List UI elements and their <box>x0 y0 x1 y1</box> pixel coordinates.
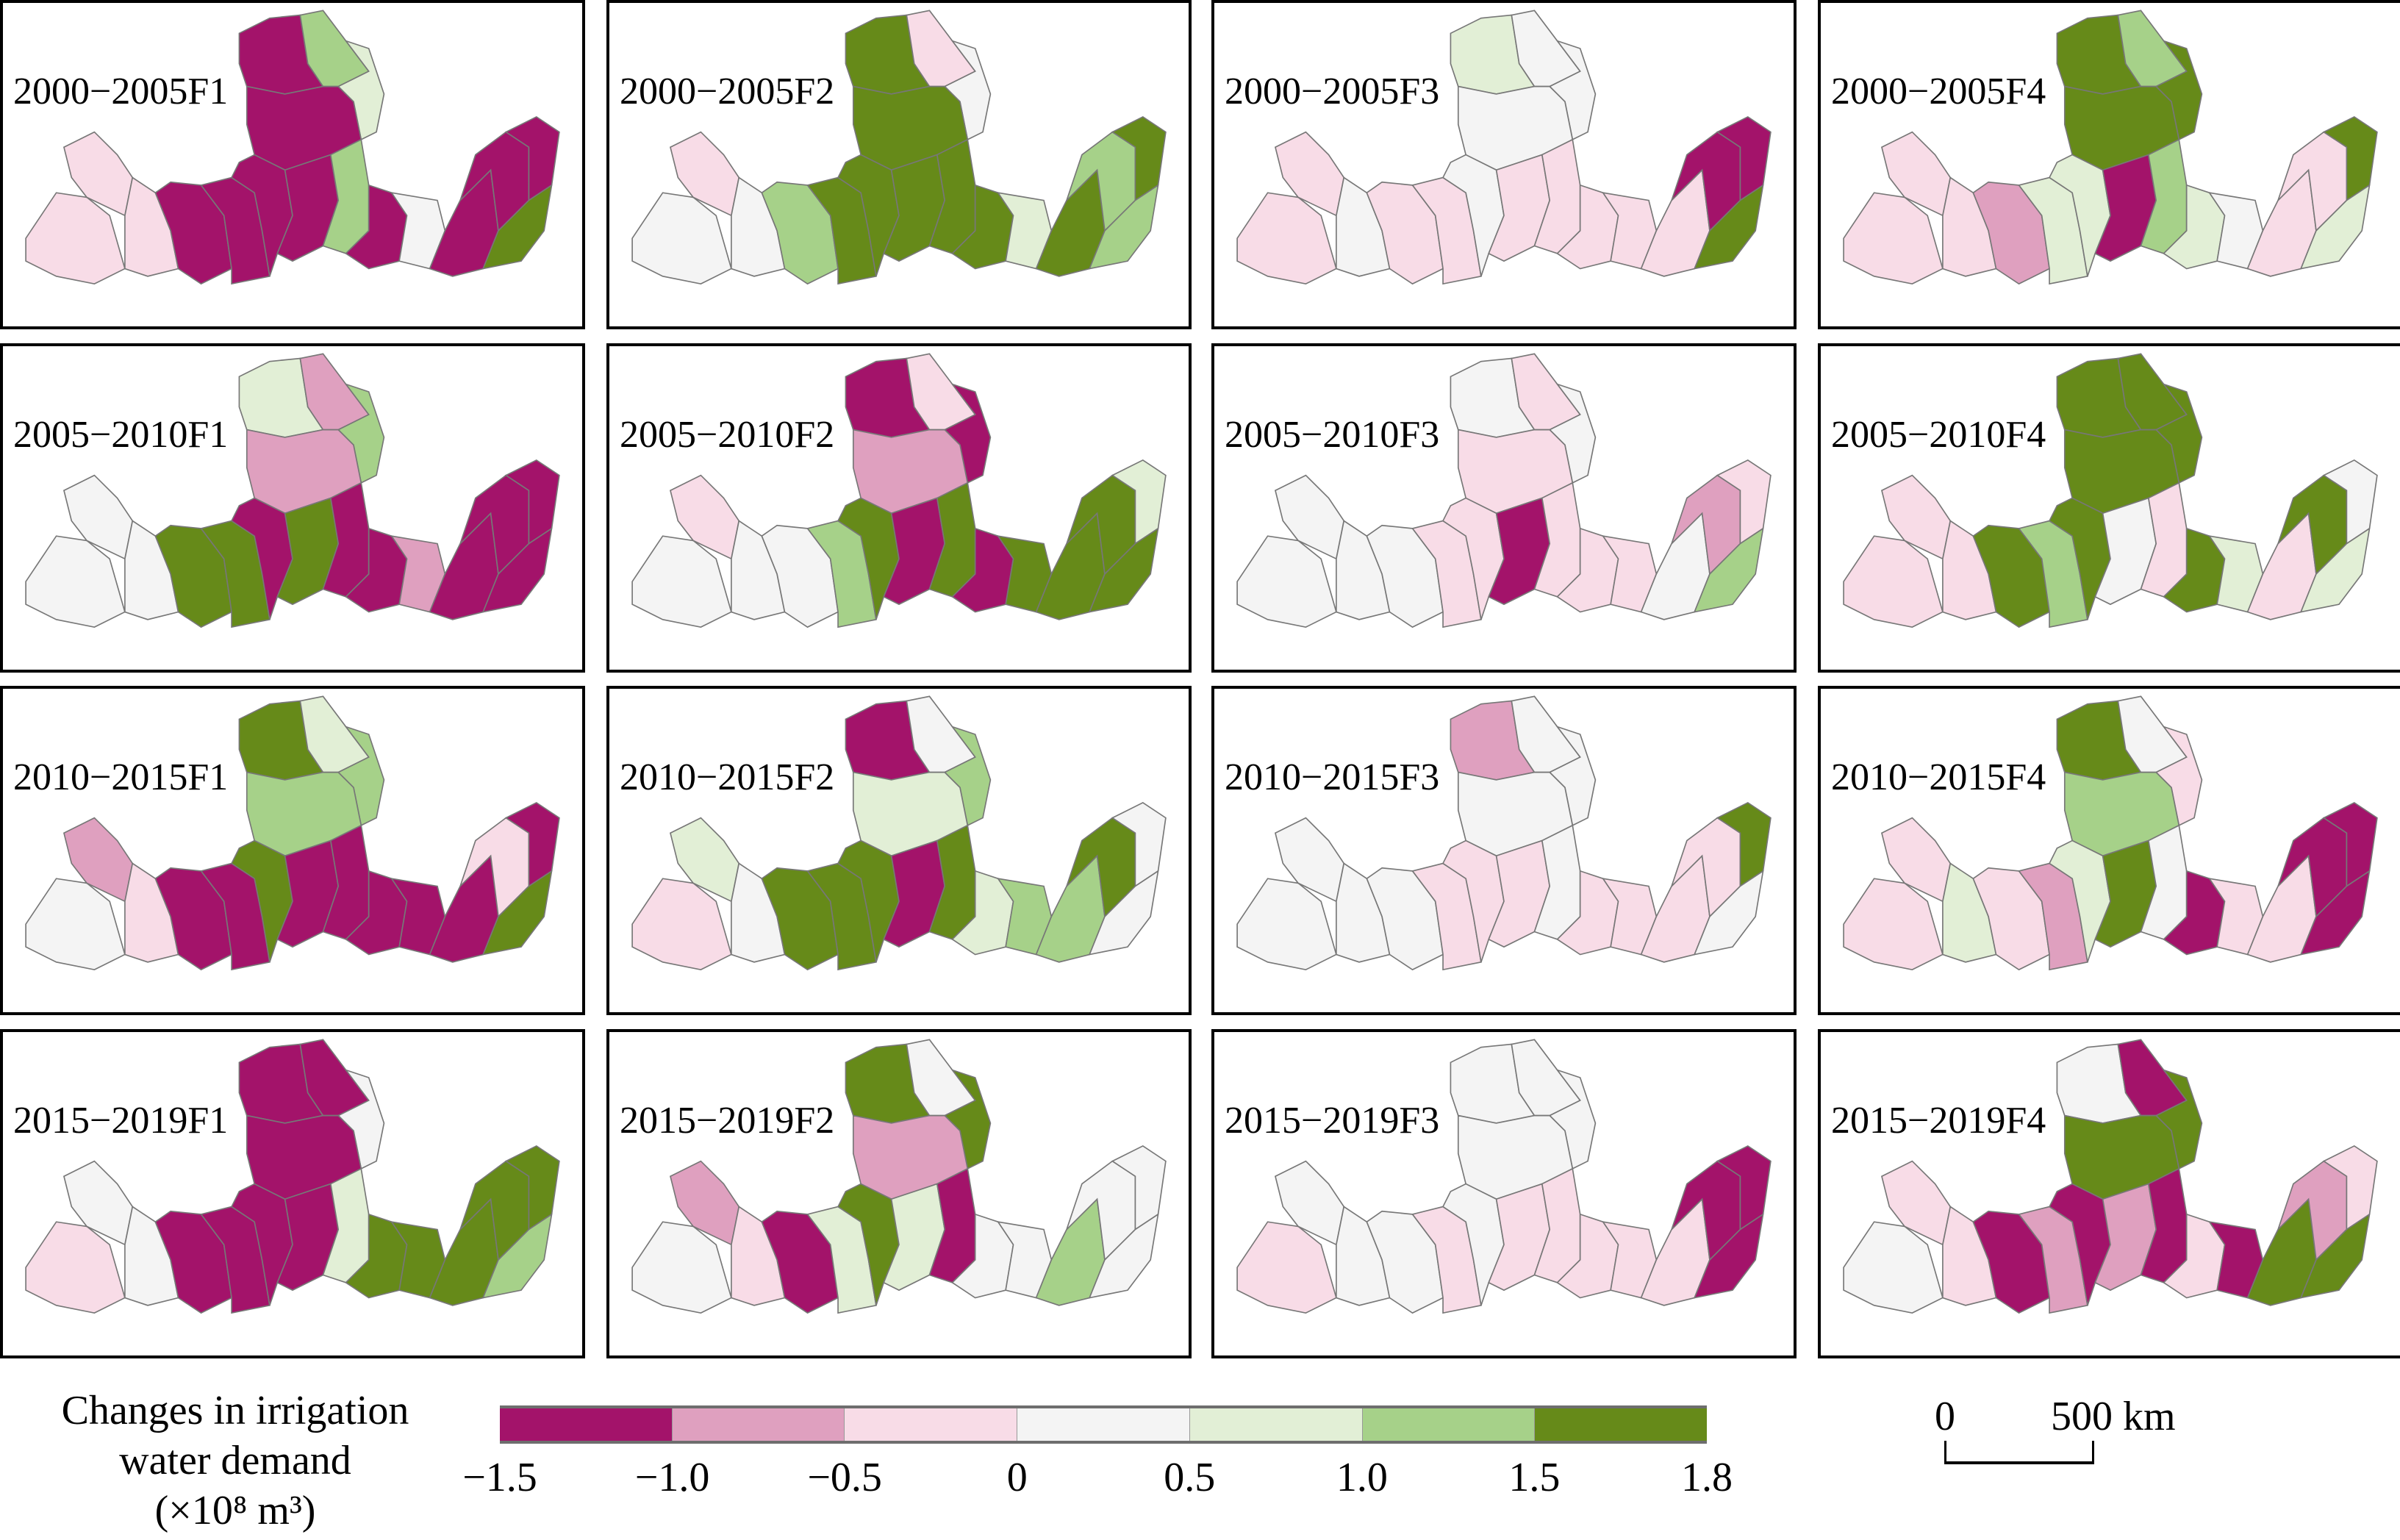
choropleth-map <box>25 695 560 971</box>
panel-label: 2000−2005F2 <box>620 71 835 112</box>
color-bar-tick-label: −1.0 <box>634 1455 710 1500</box>
panel-label: 2015−2019F2 <box>620 1100 835 1142</box>
panel-label: 2000−2005F4 <box>1831 71 2046 112</box>
map-region <box>1693 184 1764 270</box>
map-region <box>1088 184 1159 270</box>
choropleth-map <box>631 10 1167 285</box>
map-panel: 2005−2010F1 <box>0 343 585 673</box>
color-bar-swatch <box>1362 1408 1536 1441</box>
color-bar-tick-label: −1.5 <box>462 1455 537 1500</box>
legend-title-line2: water demand <box>119 1438 351 1483</box>
color-bar-swatch <box>1017 1408 1190 1441</box>
panel-label: 2010−2015F2 <box>620 756 835 798</box>
map-panel: 2000−2005F2 <box>606 0 1192 329</box>
map-region <box>2299 527 2371 613</box>
choropleth-map <box>1843 10 2378 285</box>
panel-label: 2005−2010F4 <box>1831 414 2046 456</box>
map-region <box>1088 870 1159 956</box>
choropleth-map <box>1843 1039 2378 1314</box>
color-bar-swatch <box>1189 1408 1363 1441</box>
map-region <box>2299 184 2371 270</box>
choropleth-map <box>631 1039 1167 1314</box>
legend-title-line1: Changes in irrigation <box>61 1388 409 1433</box>
color-bar-tick-label: 1.0 <box>1336 1455 1388 1500</box>
scale-bar <box>1944 1441 2094 1464</box>
map-region <box>481 184 553 270</box>
color-bar-swatch <box>1535 1408 1708 1441</box>
panel-label: 2015−2019F1 <box>13 1100 229 1142</box>
map-region <box>1693 870 1764 956</box>
choropleth-map <box>631 353 1167 628</box>
map-region <box>1088 1213 1159 1299</box>
panel-label: 2010−2015F1 <box>13 756 229 798</box>
panel-label: 2005−2010F3 <box>1225 414 1440 456</box>
map-panel: 2015−2019F3 <box>1211 1029 1797 1358</box>
color-bar <box>500 1405 1708 1444</box>
map-region <box>481 870 553 956</box>
map-region <box>1693 1213 1764 1299</box>
map-region <box>2299 1213 2371 1299</box>
map-panel: 2005−2010F3 <box>1211 343 1797 673</box>
choropleth-map <box>1236 353 1772 628</box>
choropleth-map <box>25 1039 560 1314</box>
panel-label: 2010−2015F3 <box>1225 756 1440 798</box>
choropleth-map <box>1236 10 1772 285</box>
scale-zero-label: 0 <box>1935 1394 1955 1439</box>
color-bar-swatch <box>845 1408 1018 1441</box>
choropleth-map <box>1843 353 2378 628</box>
panel-label: 2000−2005F3 <box>1225 71 1440 112</box>
choropleth-map <box>25 10 560 285</box>
legend-title: Changes in irrigation water demand (×10⁸… <box>22 1386 448 1536</box>
choropleth-map <box>1236 1039 1772 1314</box>
color-bar-tick-label: 1.8 <box>1681 1455 1733 1500</box>
map-panel: 2015−2019F4 <box>1818 1029 2400 1358</box>
choropleth-map <box>25 353 560 628</box>
map-panel: 2015−2019F2 <box>606 1029 1192 1358</box>
map-region <box>1088 527 1159 613</box>
panel-label: 2000−2005F1 <box>13 71 229 112</box>
map-panel: 2015−2019F1 <box>0 1029 585 1358</box>
panel-label: 2015−2019F4 <box>1831 1100 2046 1142</box>
panel-label: 2005−2010F2 <box>620 414 835 456</box>
panel-label: 2010−2015F4 <box>1831 756 2046 798</box>
map-panel: 2005−2010F4 <box>1818 343 2400 673</box>
legend-title-line3: (×10⁸ m³) <box>154 1488 316 1533</box>
map-panel: 2000−2005F1 <box>0 0 585 329</box>
color-bar-tick-label: 1.5 <box>1508 1455 1561 1500</box>
map-panel: 2010−2015F2 <box>606 686 1192 1015</box>
map-panel: 2005−2010F2 <box>606 343 1192 673</box>
panel-label: 2005−2010F1 <box>13 414 229 456</box>
scale-distance-label: 500 km <box>2051 1394 2176 1439</box>
map-region <box>1693 527 1764 613</box>
map-panel: 2000−2005F3 <box>1211 0 1797 329</box>
choropleth-map <box>631 695 1167 971</box>
color-bar-tick-label: 0 <box>1006 1455 1028 1500</box>
map-panel: 2010−2015F4 <box>1818 686 2400 1015</box>
color-bar-tick-label: −0.5 <box>807 1455 882 1500</box>
map-region <box>481 1213 553 1299</box>
map-region <box>2299 870 2371 956</box>
color-bar-swatch <box>500 1408 673 1441</box>
map-panel: 2000−2005F4 <box>1818 0 2400 329</box>
choropleth-map <box>1236 695 1772 971</box>
choropleth-map <box>1843 695 2378 971</box>
map-region <box>481 527 553 613</box>
color-bar-swatch <box>672 1408 845 1441</box>
panel-label: 2015−2019F3 <box>1225 1100 1440 1142</box>
color-bar-tick-label: 0.5 <box>1164 1455 1216 1500</box>
map-panel: 2010−2015F1 <box>0 686 585 1015</box>
map-panel: 2010−2015F3 <box>1211 686 1797 1015</box>
